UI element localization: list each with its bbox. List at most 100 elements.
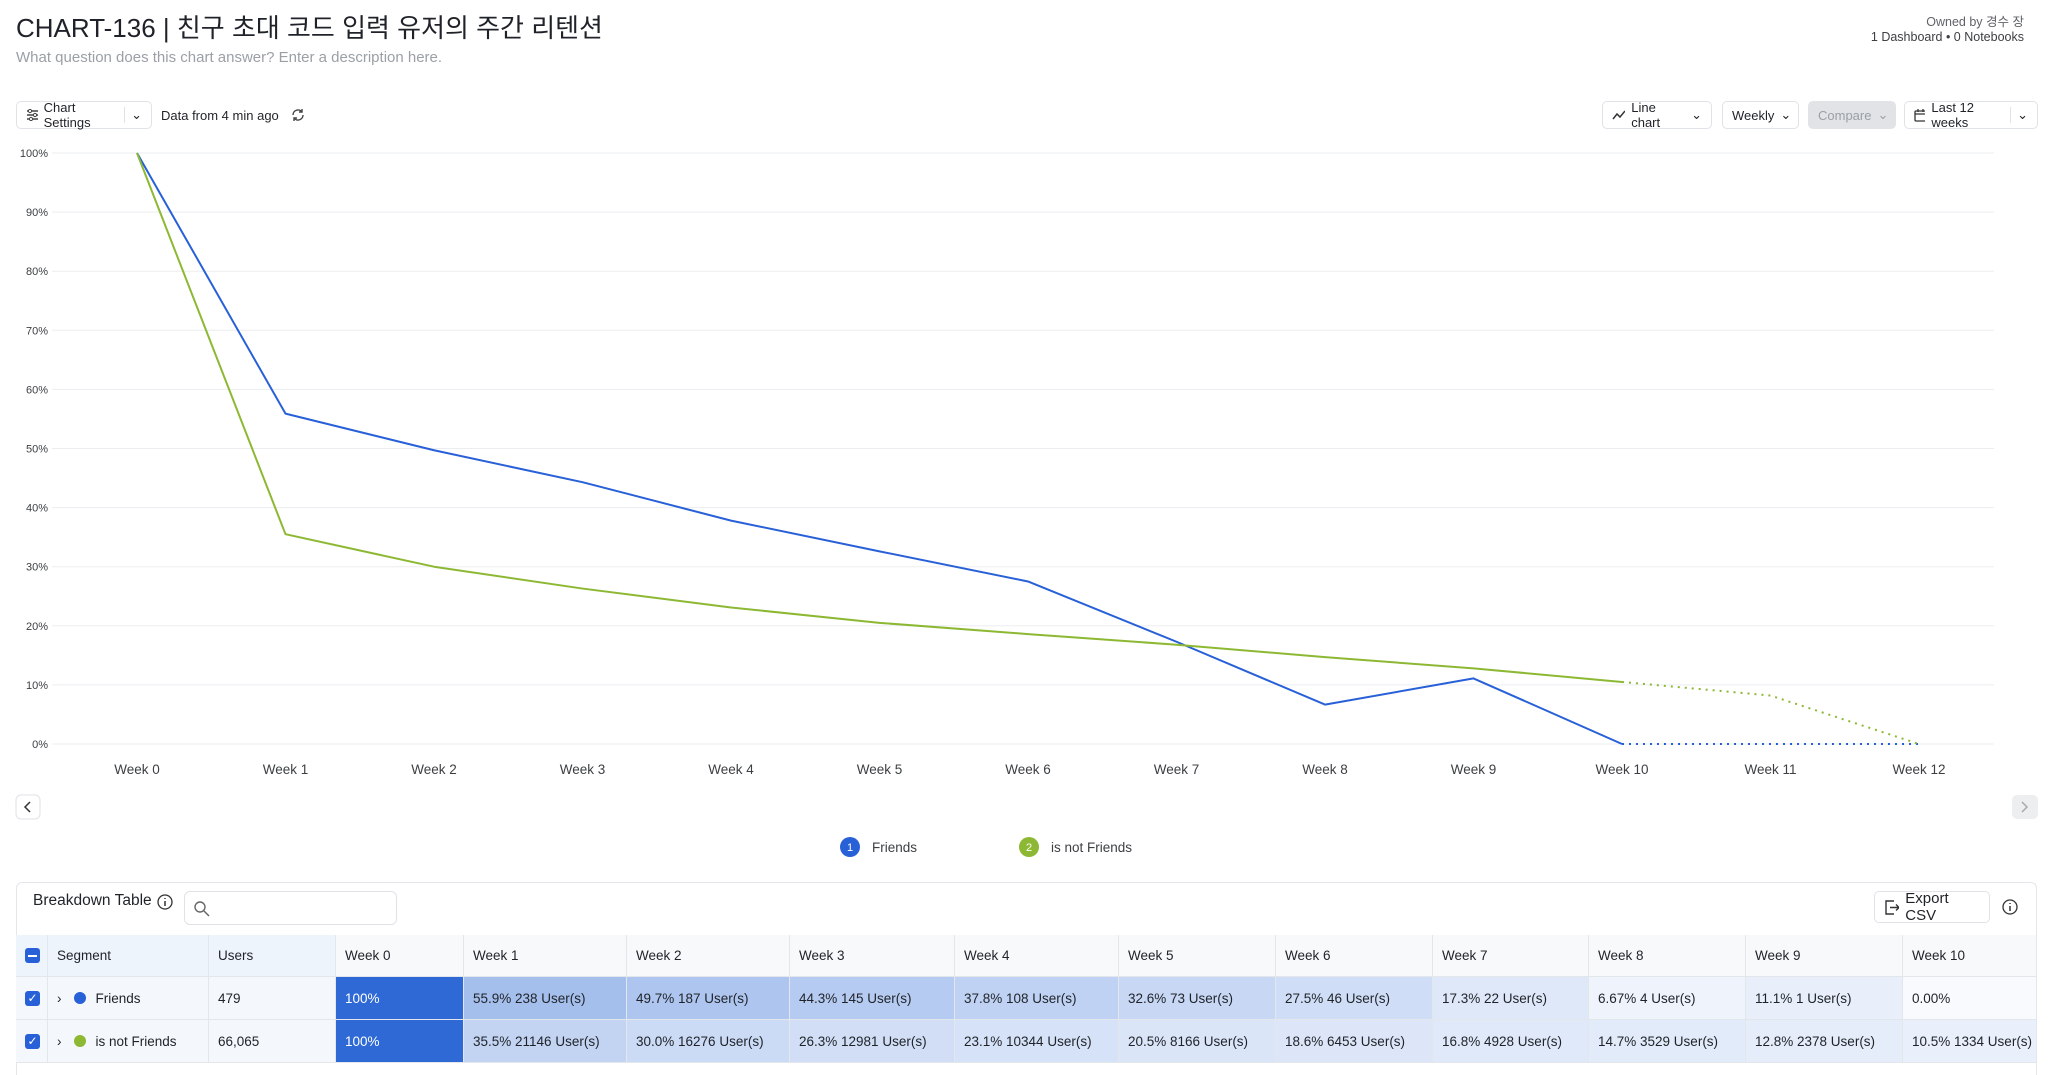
x-tick-label: Week 1 [263, 762, 309, 777]
column-header: Week 1 [464, 935, 627, 977]
retention-cell[interactable]: 100% [336, 1020, 464, 1063]
retention-cell[interactable]: 27.5% 46 User(s) [1276, 977, 1433, 1020]
legend-item[interactable]: 1 Friends [840, 837, 917, 857]
select-all[interactable] [16, 935, 48, 977]
segment-name: Friends [95, 990, 141, 1006]
chevron: ⌄ [1691, 107, 1702, 122]
x-tick-label: Week 4 [708, 762, 754, 777]
legend-badge-text: 2 [1026, 842, 1032, 854]
column-header: Week 2 [627, 935, 790, 977]
line-incomplete [1621, 680, 1920, 745]
search-input[interactable] [184, 891, 397, 925]
x-tick-label: Week 5 [857, 762, 903, 777]
nav-left[interactable] [15, 794, 41, 820]
retention-cell[interactable]: 18.6% 6453 User(s) [1276, 1020, 1433, 1063]
y-tick-label: 60% [26, 384, 48, 396]
retention-cell[interactable]: 44.3% 145 User(s) [790, 977, 955, 1020]
retention-cell[interactable]: 55.9% 238 User(s) [464, 977, 627, 1020]
chevron: ⌄ [1877, 107, 1889, 122]
retention-cell[interactable]: 49.7% 187 User(s) [627, 977, 790, 1020]
chevron: ⌄ [124, 107, 142, 123]
range-button[interactable]: Last 12 weeks ⌄ [1904, 100, 2038, 130]
x-tick-label: Week 8 [1302, 762, 1348, 777]
line [136, 152, 1623, 683]
chevron: ⌄ [2010, 107, 2028, 123]
segment-name: is not Friends [95, 1033, 177, 1049]
retention-cell[interactable]: 23.1% 10344 User(s) [955, 1020, 1119, 1063]
legend-label: Friends [872, 840, 917, 855]
retention-cell[interactable]: 35.5% 21146 User(s) [464, 1020, 627, 1063]
y-tick-label: 10% [26, 680, 48, 692]
row-checkbox[interactable]: ✓ [16, 977, 48, 1020]
legend-badge [1019, 837, 1039, 857]
x-tick-label: Week 9 [1451, 762, 1497, 777]
y-tick-label: 40% [26, 503, 48, 515]
retention-cell[interactable]: 6.67% 4 User(s) [1589, 977, 1746, 1020]
expand[interactable]: › [57, 990, 62, 1006]
compare-button[interactable]: Compare ⌄ [1808, 101, 1896, 129]
checkbox: ✓ [25, 1033, 40, 1049]
legend-item[interactable]: 2 is not Friends [1019, 837, 1132, 857]
refresh-icon[interactable] [290, 107, 306, 123]
column-header: Week 9 [1746, 935, 1903, 977]
owner[interactable]: Owned by 경수 장 [1926, 15, 2024, 29]
x-tick-label: Week 2 [411, 762, 457, 777]
page-subtitle[interactable]: What question does this chart answer? En… [16, 49, 443, 66]
icon [1914, 108, 1926, 122]
column-header: Users [209, 935, 336, 977]
x-tick-label: Week 7 [1154, 762, 1200, 777]
column-header: Week 4 [955, 935, 1119, 977]
chart-settings-button[interactable]: Chart Settings ⌄ [16, 100, 152, 130]
column-header: Week 3 [790, 935, 955, 977]
row-checkbox[interactable]: ✓ [16, 1020, 48, 1063]
checkbox: ✓ [25, 990, 40, 1006]
x-tick-label: Week 10 [1595, 762, 1648, 777]
retention-cell[interactable]: 26.3% 12981 User(s) [790, 1020, 955, 1063]
label: Compare [1818, 107, 1872, 123]
checkbox [25, 948, 40, 963]
y-tick-label: 50% [26, 444, 48, 456]
search-icon [194, 901, 210, 917]
retention-cell[interactable]: 30.0% 16276 User(s) [627, 1020, 790, 1063]
retention-cell[interactable]: 16.8% 4928 User(s) [1433, 1020, 1589, 1063]
retention-cell[interactable]: 12.8% 2378 User(s) [1746, 1020, 1903, 1063]
column-header: Week 7 [1433, 935, 1589, 977]
retention-cell[interactable]: 10.5% 1334 User(s) [1903, 1020, 2037, 1063]
retention-cell[interactable]: 37.8% 108 User(s) [955, 977, 1119, 1020]
icon [1612, 110, 1626, 120]
page-title: CHART-136 | 친구 초대 코드 입력 유저의 주간 리텐션 [16, 13, 603, 43]
retention-cell[interactable]: 0.00% [1903, 977, 2037, 1020]
label: Last 12 weeks [1931, 100, 1975, 130]
info-icon[interactable] [156, 893, 174, 911]
column-header: Segment [48, 935, 209, 977]
retention-cell[interactable]: 100% [336, 977, 464, 1020]
segment-dot [73, 992, 86, 1004]
table-title: Breakdown Table [33, 892, 152, 909]
label: Weekly [1732, 107, 1775, 123]
legend-label: is not Friends [1051, 840, 1132, 855]
segment-dot [73, 1035, 86, 1047]
retention-cell[interactable]: 14.7% 3529 User(s) [1589, 1020, 1746, 1063]
chart: 0% 10% 20% 30% 40% 50% 60% 70% 80% 90% 100% Week 0 W… [15, 148, 2038, 857]
x-tick-label: Week 11 [1744, 762, 1796, 777]
y-tick-label: 70% [26, 325, 48, 337]
column-header: Week 0 [336, 935, 464, 977]
links[interactable]: 1 Dashboard • 0 Notebooks [1870, 30, 2024, 44]
nav-right[interactable] [2012, 795, 2038, 819]
icon [27, 109, 38, 121]
column-header: Week 10 [1903, 935, 2037, 977]
retention-cell[interactable]: 20.5% 8166 User(s) [1119, 1020, 1276, 1063]
chart-type-button[interactable]: Line chart ⌄ [1602, 100, 1712, 130]
retention-cell[interactable]: 17.3% 22 User(s) [1433, 977, 1589, 1020]
retention-cell[interactable]: 11.1% 1 User(s) [1746, 977, 1903, 1020]
export-button[interactable]: Export CSV [1874, 890, 1990, 924]
users-cell: 66,065 [209, 1020, 336, 1063]
legend-badge-text: 1 [847, 842, 853, 854]
info-icon[interactable] [2001, 898, 2019, 916]
chevron: ⌄ [1780, 107, 1792, 122]
retention-cell[interactable]: 32.6% 73 User(s) [1119, 977, 1276, 1020]
interval-button[interactable]: Weekly ⌄ [1722, 101, 1799, 129]
line [136, 152, 1623, 745]
expand[interactable]: › [57, 1033, 62, 1049]
